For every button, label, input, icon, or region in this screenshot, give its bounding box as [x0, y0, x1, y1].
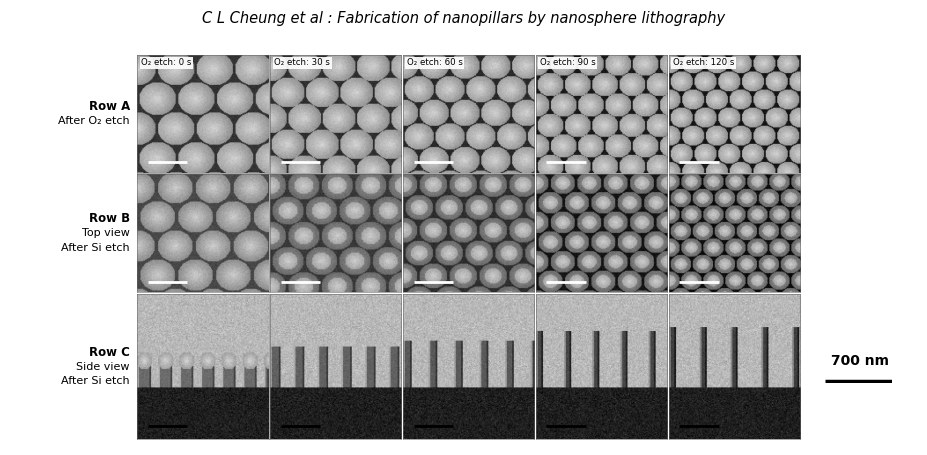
- Text: Top view: Top view: [82, 228, 130, 238]
- Text: C L Cheung et al : Fabrication of nanopillars by nanosphere lithography: C L Cheung et al : Fabrication of nanopi…: [202, 11, 725, 26]
- Text: After Si etch: After Si etch: [61, 376, 130, 386]
- Text: O₂ etch: 90 s: O₂ etch: 90 s: [540, 58, 595, 67]
- Text: O₂ etch: 60 s: O₂ etch: 60 s: [407, 58, 463, 67]
- Text: O₂ etch: 0 s: O₂ etch: 0 s: [141, 58, 192, 67]
- Text: Row A: Row A: [89, 100, 130, 113]
- Text: Side view: Side view: [76, 362, 130, 372]
- Text: O₂ etch: 30 s: O₂ etch: 30 s: [273, 58, 330, 67]
- Text: 700 nm: 700 nm: [831, 354, 888, 368]
- Text: O₂ etch: 120 s: O₂ etch: 120 s: [672, 58, 733, 67]
- Text: After Si etch: After Si etch: [61, 243, 130, 253]
- Text: After O₂ etch: After O₂ etch: [58, 116, 130, 126]
- Text: Row B: Row B: [89, 212, 130, 225]
- Text: Row C: Row C: [89, 346, 130, 359]
